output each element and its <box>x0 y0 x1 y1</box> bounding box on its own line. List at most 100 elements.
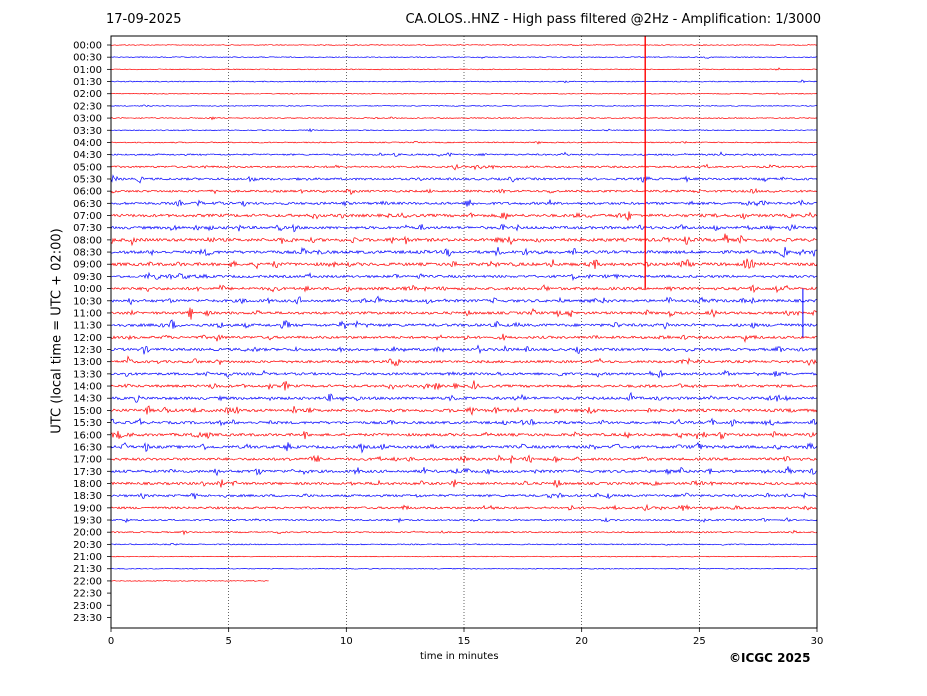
x-tick-label: 10 <box>340 636 353 647</box>
y-tick-label: 19:00 <box>73 503 102 514</box>
trace-0800 <box>110 233 818 247</box>
trace-0000 <box>110 44 818 47</box>
y-tick-label: 16:30 <box>73 442 102 453</box>
y-tick-label: 22:30 <box>73 589 102 600</box>
trace-0900 <box>110 258 818 270</box>
trace-0830 <box>110 246 818 258</box>
y-tick-label: 06:00 <box>73 187 102 198</box>
trace-1900 <box>110 503 818 512</box>
trace-1500 <box>110 405 818 416</box>
y-tick-label: 14:30 <box>73 394 102 405</box>
y-tick-label: 13:30 <box>73 369 102 380</box>
trace-1200 <box>110 333 818 344</box>
trace-1830 <box>110 492 818 500</box>
trace-0200 <box>110 92 818 95</box>
trace-0730 <box>110 223 818 233</box>
y-tick-label: 10:30 <box>73 296 102 307</box>
x-tick-label: 30 <box>811 636 824 647</box>
trace-1600 <box>110 430 818 440</box>
trace-1930 <box>110 517 818 524</box>
y-tick-label: 20:00 <box>73 528 102 539</box>
y-tick-label: 03:30 <box>73 126 102 137</box>
trace-0100 <box>110 67 818 71</box>
y-tick-label: 03:00 <box>73 114 102 125</box>
trace-1330 <box>110 369 818 379</box>
trace-0230 <box>110 104 818 107</box>
y-tick-label: 18:00 <box>73 479 102 490</box>
y-tick-label: 07:00 <box>73 211 102 222</box>
trace-1030 <box>110 295 818 306</box>
y-tick-label: 05:30 <box>73 174 102 185</box>
y-tick-label: 02:30 <box>73 101 102 112</box>
y-tick-label: 08:30 <box>73 248 102 259</box>
trace-0700 <box>110 211 818 221</box>
axes: 0 5 10 15 20 25 30 00:0000:3001:0001:3002:0002:… <box>73 35 824 647</box>
seismic-traces <box>110 36 818 582</box>
plot-frame <box>110 35 818 629</box>
trace-1100 <box>110 307 818 320</box>
copyright-label: ©ICGC 2025 <box>729 651 811 665</box>
y-tick-label: 20:30 <box>73 540 102 551</box>
trace-1130 <box>110 319 818 330</box>
trace-0530 <box>110 174 818 184</box>
y-tick-label: 08:00 <box>73 235 102 246</box>
x-tick-label: 0 <box>108 636 114 647</box>
y-tick-label: 23:00 <box>73 601 102 612</box>
y-tick-label: 15:00 <box>73 406 102 417</box>
y-tick-label: 17:30 <box>73 467 102 478</box>
trace-1730 <box>110 466 818 477</box>
y-tick-label: 01:30 <box>73 77 102 88</box>
y-tick-label: 23:30 <box>73 613 102 624</box>
y-tick-label: 09:00 <box>73 260 102 271</box>
trace-0030 <box>110 56 818 59</box>
trace-2000 <box>110 529 818 536</box>
trace-0630 <box>110 199 818 207</box>
y-tick-label: 13:00 <box>73 357 102 368</box>
trace-1630 <box>110 441 818 454</box>
trace-2030 <box>110 542 818 546</box>
x-axis-label: time in minutes <box>420 651 499 662</box>
trace-2200 <box>110 580 269 582</box>
y-tick-label: 06:30 <box>73 199 102 210</box>
y-tick-label: 00:30 <box>73 53 102 64</box>
y-tick-label: 05:00 <box>73 162 102 173</box>
trace-0330 <box>110 128 818 133</box>
trace-2130 <box>110 567 818 570</box>
y-tick-label: 21:00 <box>73 552 102 563</box>
y-tick-label: 16:00 <box>73 430 102 441</box>
y-tick-label: 19:30 <box>73 516 102 527</box>
y-tick-label: 17:00 <box>73 455 102 466</box>
date-label: 17-09-2025 <box>106 12 182 27</box>
grid-lines <box>228 36 700 628</box>
trace-2100 <box>110 555 817 558</box>
x-tick-label: 25 <box>693 636 706 647</box>
y-tick-label: 12:00 <box>73 333 102 344</box>
trace-1430 <box>110 391 818 403</box>
y-tick-label: 15:30 <box>73 418 102 429</box>
trace-0300 <box>110 116 818 121</box>
y-tick-label: 02:00 <box>73 89 102 100</box>
trace-0930 <box>110 271 818 282</box>
y-tick-label: 22:00 <box>73 576 102 587</box>
y-tick-label: 18:30 <box>73 491 102 502</box>
y-tick-label: 07:30 <box>73 223 102 234</box>
trace-1230 <box>110 344 818 355</box>
chart-title: CA.OLOS..HNZ - High pass filtered @2Hz -… <box>405 12 821 27</box>
y-tick-label: 11:30 <box>73 321 102 332</box>
trace-1700 <box>110 454 818 464</box>
trace-1530 <box>110 417 818 427</box>
y-tick-label: 14:00 <box>73 382 102 393</box>
trace-0500 <box>110 163 818 171</box>
y-tick-label: 01:00 <box>73 65 102 76</box>
y-tick-label: 10:00 <box>73 284 102 295</box>
trace-1800 <box>110 479 818 489</box>
y-tick-label: 09:30 <box>73 272 102 283</box>
trace-1400 <box>110 380 818 391</box>
trace-0600 <box>110 187 818 196</box>
y-tick-label: 04:30 <box>73 150 102 161</box>
x-tick-label: 5 <box>225 636 231 647</box>
x-tick-label: 15 <box>458 636 471 647</box>
y-tick-label: 00:00 <box>73 41 102 52</box>
y-tick-label: 12:30 <box>73 345 102 356</box>
